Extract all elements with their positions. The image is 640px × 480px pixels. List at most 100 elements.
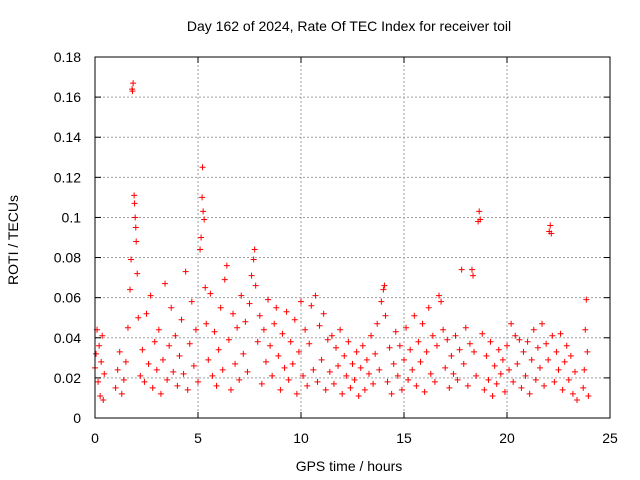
data-point — [524, 338, 531, 345]
x-tick-label: 15 — [396, 430, 412, 446]
data-point — [281, 364, 288, 371]
data-point — [182, 268, 189, 275]
data-point — [176, 352, 183, 359]
data-point — [100, 396, 107, 403]
data-point — [473, 372, 480, 379]
data-point — [368, 332, 375, 339]
data-point — [236, 376, 243, 383]
data-point — [370, 380, 377, 387]
data-point — [563, 342, 570, 349]
data-point — [440, 326, 447, 333]
data-point — [265, 296, 272, 303]
data-point — [302, 326, 309, 333]
data-point — [335, 362, 342, 369]
data-point — [93, 350, 100, 357]
data-point — [246, 300, 253, 307]
y-tick-label: 0.02 — [54, 370, 81, 386]
data-point — [116, 348, 123, 355]
data-point — [135, 314, 142, 321]
data-point — [458, 266, 465, 273]
data-point — [230, 310, 237, 317]
data-point — [548, 230, 555, 237]
data-point — [195, 378, 201, 385]
data-point — [112, 384, 119, 391]
data-point — [481, 386, 488, 393]
data-point — [328, 332, 335, 339]
y-tick-label: 0.16 — [54, 89, 81, 105]
data-point — [213, 382, 220, 389]
data-point — [433, 342, 440, 349]
data-point — [353, 348, 360, 355]
data-point — [501, 388, 508, 395]
data-point — [421, 388, 428, 395]
data-point — [355, 392, 362, 399]
data-point — [291, 316, 298, 323]
data-point — [271, 320, 278, 327]
data-point — [279, 330, 286, 337]
data-point — [310, 366, 317, 373]
data-point — [442, 364, 449, 371]
data-point — [471, 348, 478, 355]
data-point — [192, 326, 199, 333]
data-point — [582, 326, 589, 333]
data-point — [250, 256, 257, 263]
data-point — [526, 390, 533, 397]
chart-title: Day 162 of 2024, Rate Of TEC Index for r… — [187, 18, 511, 34]
data-point — [508, 320, 515, 327]
data-point — [153, 366, 160, 373]
data-point — [207, 290, 214, 297]
data-point — [298, 298, 304, 305]
y-tick-label: 0.18 — [54, 49, 81, 65]
data-point — [269, 372, 276, 379]
data-point — [122, 358, 129, 365]
data-point — [96, 342, 103, 349]
data-point — [506, 366, 513, 373]
data-point — [493, 380, 500, 387]
data-point — [477, 216, 484, 223]
data-point — [324, 336, 331, 343]
data-point — [485, 376, 492, 383]
data-point — [466, 340, 473, 347]
data-point — [382, 312, 389, 319]
data-point — [260, 326, 267, 333]
data-point — [415, 338, 422, 345]
data-point — [200, 208, 207, 215]
data-point — [549, 332, 556, 339]
data-point — [380, 286, 387, 293]
data-point — [217, 304, 224, 311]
data-point — [101, 370, 108, 377]
data-point — [201, 216, 208, 223]
y-axis-ticks: 0 0.02 0.04 0.06 0.08 0.1 0.12 0.14 0.16 0.18 — [54, 49, 610, 426]
data-point — [295, 348, 302, 355]
data-point — [219, 366, 226, 373]
data-point — [131, 192, 138, 199]
data-point — [532, 376, 539, 383]
data-point — [244, 368, 251, 375]
data-point — [333, 344, 340, 351]
data-point — [571, 368, 578, 375]
data-point — [170, 368, 177, 375]
data-point — [137, 372, 144, 379]
data-point — [267, 342, 274, 349]
data-point — [405, 376, 412, 383]
data-point — [95, 378, 102, 385]
data-point — [343, 372, 350, 379]
data-point — [565, 376, 572, 383]
data-point — [419, 320, 426, 327]
data-point — [448, 352, 455, 359]
data-point — [462, 324, 469, 331]
data-point — [530, 326, 537, 333]
data-point — [376, 366, 383, 373]
data-point — [381, 282, 388, 289]
data-point — [251, 246, 258, 253]
data-point — [559, 386, 566, 393]
data-point — [326, 368, 333, 375]
data-point — [132, 214, 139, 221]
y-tick-label: 0.06 — [54, 290, 81, 306]
x-tick-label: 20 — [499, 430, 515, 446]
data-point — [223, 262, 230, 269]
data-point — [285, 376, 292, 383]
data-point — [141, 378, 148, 385]
data-point — [172, 332, 179, 339]
